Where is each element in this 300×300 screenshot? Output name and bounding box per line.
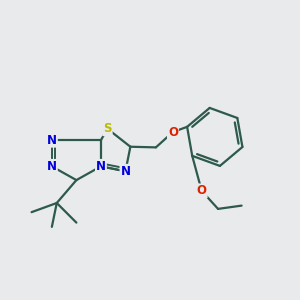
- Text: N: N: [47, 160, 57, 173]
- Text: O: O: [197, 184, 207, 197]
- Text: N: N: [96, 160, 106, 173]
- Text: N: N: [121, 165, 130, 178]
- Text: N: N: [47, 134, 57, 147]
- Text: O: O: [168, 125, 178, 139]
- Text: S: S: [103, 122, 112, 135]
